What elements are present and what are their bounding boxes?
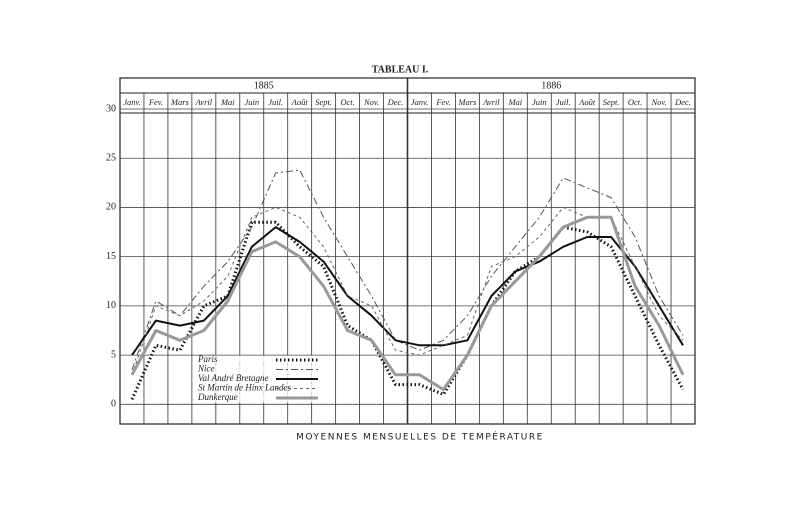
legend-bg bbox=[196, 365, 320, 374]
x-tick-label: Août bbox=[291, 97, 309, 107]
y-tick-label: 5 bbox=[111, 349, 116, 360]
x-tick-label: Fev. bbox=[435, 97, 450, 107]
legend-label: Dunkerque bbox=[197, 392, 238, 402]
y-tick-label: 30 bbox=[106, 103, 116, 114]
legend-bg bbox=[196, 374, 320, 384]
x-tick-label: Avril bbox=[195, 97, 213, 107]
x-tick-label: Sept. bbox=[603, 97, 620, 107]
x-tick-label: Mai bbox=[220, 97, 235, 107]
x-tick-label: Mars bbox=[457, 97, 477, 107]
legend-bg bbox=[196, 393, 320, 403]
x-tick-label: Juin bbox=[244, 97, 259, 107]
x-axis-label: MOYENNES MENSUELLES DE TEMPÉRATURE bbox=[296, 431, 544, 443]
x-tick-label: Août bbox=[578, 97, 596, 107]
x-tick-label: Oct. bbox=[340, 97, 354, 107]
legend-label: Paris bbox=[197, 354, 218, 364]
legend-bg bbox=[196, 384, 320, 393]
y-tick-label: 25 bbox=[106, 153, 116, 164]
x-tick-label: Janv. bbox=[123, 97, 141, 107]
year-label: 1885 bbox=[254, 80, 274, 91]
y-tick-label: 0 bbox=[111, 399, 116, 410]
y-tick-label: 10 bbox=[106, 300, 116, 311]
series-line bbox=[131, 169, 684, 371]
x-tick-label: Nov. bbox=[650, 97, 666, 107]
x-tick-label: Nov. bbox=[363, 97, 379, 107]
x-tick-label: Avril bbox=[482, 97, 500, 107]
x-tick-label: Mai bbox=[507, 97, 522, 107]
x-tick-label: Juin bbox=[532, 97, 547, 107]
legend-label: Val André Bretagne bbox=[198, 373, 269, 383]
x-tick-label: Dec. bbox=[387, 97, 404, 107]
series-line bbox=[130, 220, 685, 401]
legend-label: Nice bbox=[197, 364, 215, 374]
x-tick-label: Fev. bbox=[148, 97, 163, 107]
x-tick-label: Mars bbox=[170, 97, 190, 107]
x-tick-label: Juil. bbox=[268, 97, 283, 107]
x-tick-label: Dec. bbox=[674, 97, 691, 107]
y-tick-label: 20 bbox=[106, 202, 116, 213]
x-tick-label: Sept. bbox=[315, 97, 332, 107]
year-label: 1886 bbox=[541, 80, 561, 91]
x-tick-label: Oct. bbox=[628, 97, 642, 107]
series-line bbox=[130, 215, 685, 391]
x-tick-label: Janv. bbox=[411, 97, 429, 107]
series-line bbox=[131, 226, 684, 356]
y-tick-label: 15 bbox=[106, 251, 116, 262]
legend-label: St Martin de Hinx Landes bbox=[198, 383, 291, 393]
x-tick-label: Juil. bbox=[556, 97, 571, 107]
legend-bg bbox=[196, 355, 320, 365]
chart-title: TABLEAU I. bbox=[372, 64, 429, 75]
